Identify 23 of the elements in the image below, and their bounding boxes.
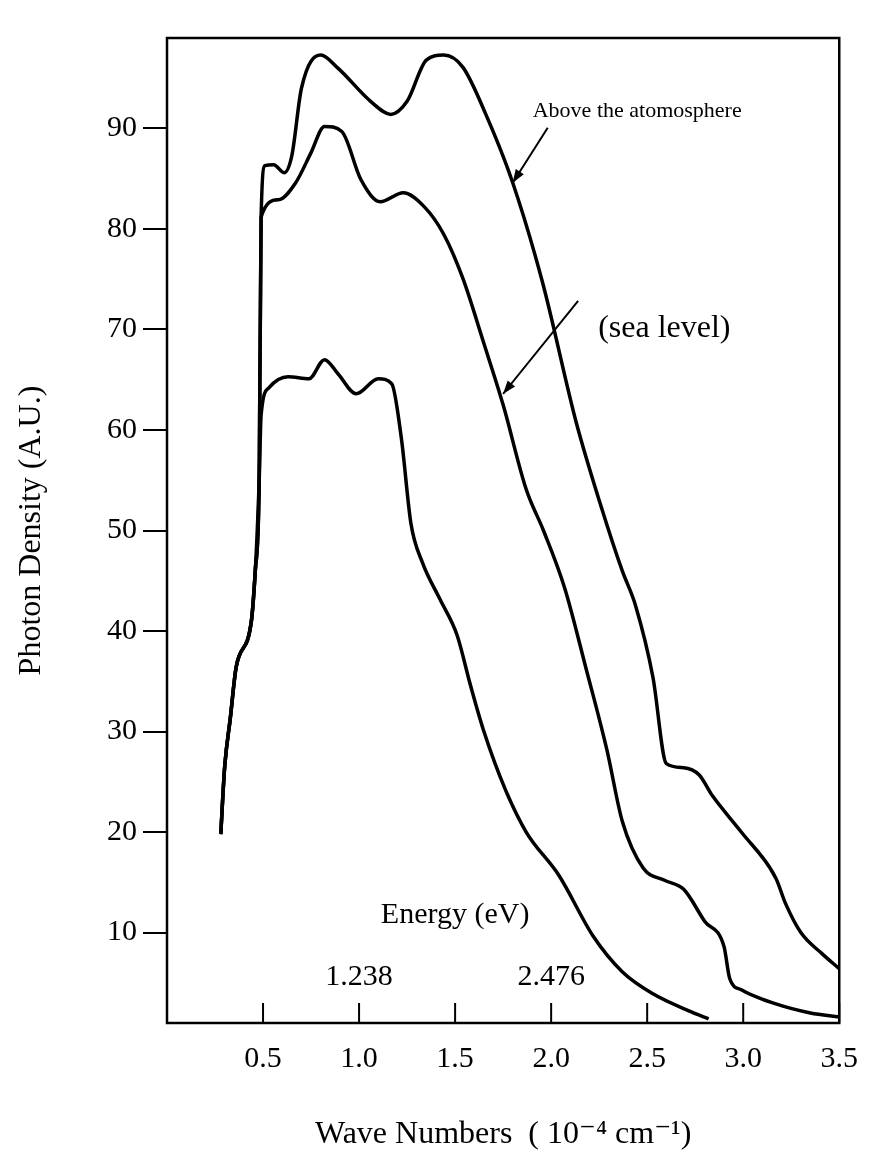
x-tick-label: 2.0 <box>532 1039 570 1073</box>
x-axis-title: Wave Numbers ( 10⁻⁴ cm⁻¹) <box>314 1114 692 1151</box>
x-tick-label: 2.5 <box>628 1039 666 1073</box>
annotation: Above the atomosphere <box>532 96 742 122</box>
y-tick-label: 30 <box>107 712 137 746</box>
x2-axis-title: Energy (eV) <box>380 896 530 930</box>
y-tick-label: 70 <box>107 310 137 344</box>
y-tick-label: 60 <box>107 410 137 444</box>
x-tick-label: 1.0 <box>340 1039 378 1073</box>
x-tick-label: 3.0 <box>724 1039 762 1073</box>
y-tick-label: 40 <box>107 611 137 645</box>
annotation: (sea level) <box>598 308 731 345</box>
y-axis-title: Photon Density (A.U.) <box>10 385 47 676</box>
x-tick-label: 1.5 <box>436 1039 474 1073</box>
y-tick-label: 80 <box>107 209 137 243</box>
y-tick-label: 10 <box>107 913 137 947</box>
y-tick-label: 90 <box>107 109 137 143</box>
x-tick-label: 0.5 <box>244 1039 282 1073</box>
y-tick-label: 50 <box>107 511 137 545</box>
x2-tick-label: 1.238 <box>325 958 393 991</box>
y-tick-label: 20 <box>107 812 137 846</box>
x-tick-label: 3.5 <box>820 1039 858 1073</box>
x2-tick-label: 2.476 <box>517 958 585 991</box>
